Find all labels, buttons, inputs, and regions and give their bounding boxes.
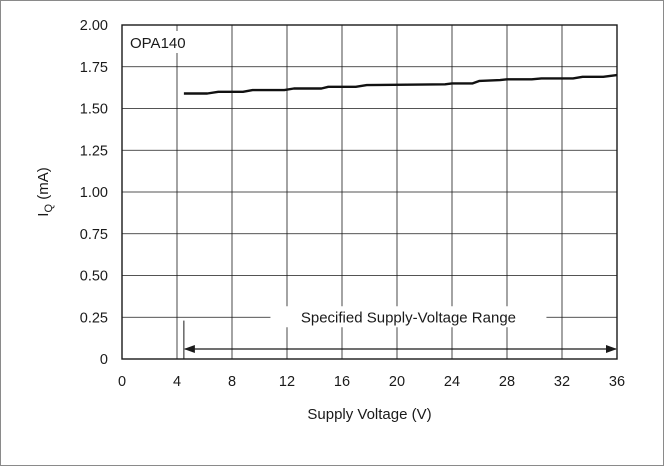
y-tick-label: 1.00 xyxy=(80,185,108,201)
range-label: Specified Supply-Voltage Range xyxy=(301,309,516,326)
x-tick-label: 24 xyxy=(444,374,460,390)
y-tick-label: 0.25 xyxy=(80,310,108,326)
y-tick-label: 1.25 xyxy=(80,143,108,159)
y-tick-label: 0 xyxy=(100,352,108,368)
y-tick-label: 1.50 xyxy=(80,102,108,118)
x-tick-label: 28 xyxy=(499,374,515,390)
x-tick-label: 0 xyxy=(118,374,126,390)
x-tick-label: 8 xyxy=(228,374,236,390)
tick-labels: 0 4 8 12 16 20 24 28 32 36 0 0.25 0.50 0.75 1.00 1.25 1.… xyxy=(80,18,625,390)
y-tick-label: 1.75 xyxy=(80,60,108,76)
x-tick-label: 16 xyxy=(334,374,350,390)
device-label: OPA140 xyxy=(130,35,186,52)
x-tick-label: 36 xyxy=(609,374,625,390)
x-axis-title: Supply Voltage (V) xyxy=(307,406,431,423)
annotations: Specified Supply-Voltage Range xyxy=(125,31,617,359)
range-arrowhead-left xyxy=(184,345,195,353)
x-tick-label: 32 xyxy=(554,374,570,390)
y-tick-label: 0.75 xyxy=(80,227,108,243)
x-tick-label: 4 xyxy=(173,374,181,390)
series xyxy=(184,75,617,93)
iq-series-line xyxy=(184,75,617,93)
range-arrowhead-right xyxy=(606,345,617,353)
y-axis-title: IQ (mA) xyxy=(35,167,55,216)
y-tick-label: 2.00 xyxy=(80,18,108,34)
y-tick-label: 0.50 xyxy=(80,269,108,285)
x-tick-label: 12 xyxy=(279,374,295,390)
x-tick-label: 20 xyxy=(389,374,405,390)
y-axis-title-unit: (mA) xyxy=(35,167,52,204)
